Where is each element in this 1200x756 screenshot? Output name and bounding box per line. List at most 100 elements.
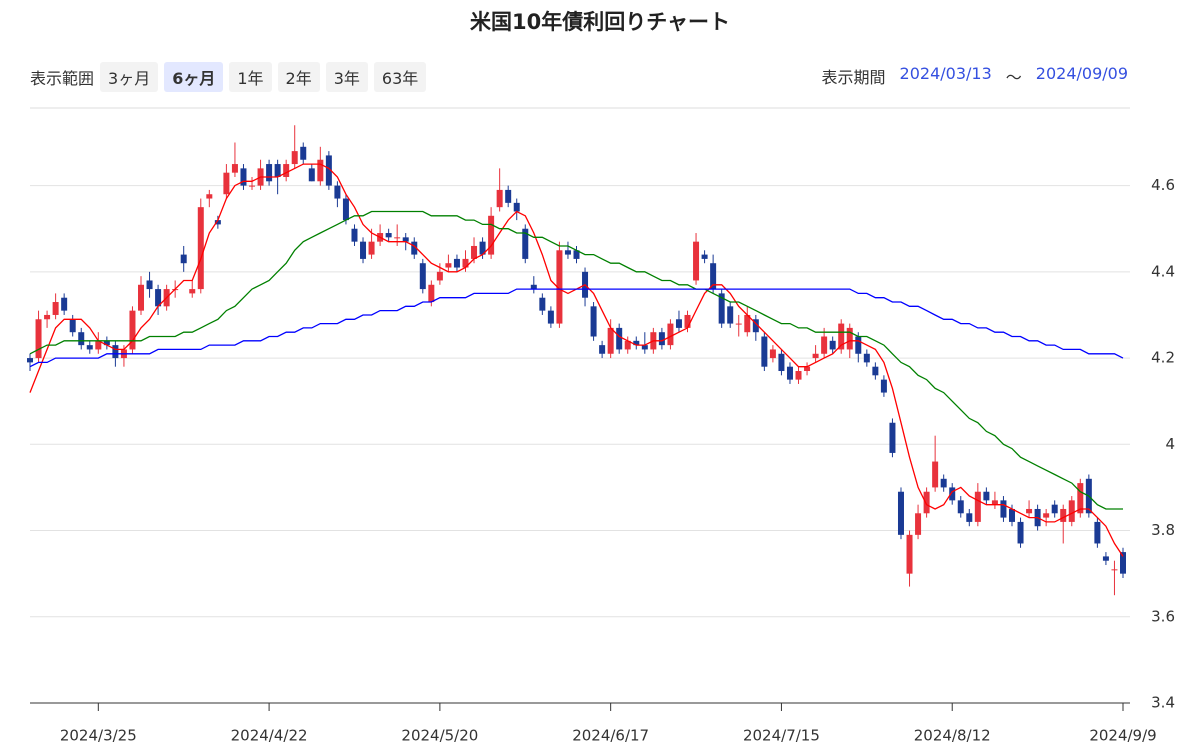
range-selector: 表示範囲 3ヶ月 6ヶ月 1年 2年 3年 63年	[30, 62, 427, 92]
candle-body	[428, 284, 435, 303]
candle-body	[189, 289, 196, 294]
candle-body	[95, 340, 102, 350]
candle-body	[633, 340, 640, 346]
candle-body	[735, 323, 742, 325]
candle-body	[317, 159, 324, 182]
x-tick-label: 2024/6/17	[572, 727, 649, 745]
candle-body	[915, 513, 922, 535]
candle-body	[1043, 513, 1050, 518]
candle-body	[1026, 508, 1033, 514]
candle-body	[479, 241, 486, 255]
candle-body	[402, 237, 409, 242]
candle-body	[334, 185, 341, 199]
moving-average	[29, 163, 1124, 557]
candle-body	[394, 237, 401, 239]
y-tick-label: 3.8	[1151, 521, 1175, 539]
candle-body	[214, 220, 221, 225]
candle-body	[599, 345, 606, 354]
candle-body	[291, 151, 298, 165]
candle-body	[607, 327, 614, 354]
range-label: 表示範囲	[30, 69, 95, 88]
candle-body	[78, 332, 85, 346]
candle-body	[974, 491, 981, 522]
candle-body	[838, 323, 845, 350]
candle-body	[231, 164, 238, 173]
candle-body	[889, 422, 896, 453]
y-tick-label: 4.6	[1151, 176, 1175, 194]
candle-body	[223, 172, 230, 195]
candle-body	[496, 189, 503, 208]
range-button[interactable]: 2年	[277, 62, 320, 92]
candle-body	[855, 336, 862, 354]
candle-body	[829, 340, 836, 350]
candle-body	[146, 280, 153, 290]
candle-body	[1102, 556, 1109, 561]
candle-body	[940, 478, 947, 488]
candle-body	[556, 250, 563, 324]
candle-body	[419, 263, 426, 290]
moving-average	[29, 210, 1123, 510]
candle-body	[906, 534, 913, 574]
candle-body	[658, 332, 665, 346]
candle-body	[112, 345, 119, 359]
period: 表示期間 2024/03/13 ～ 2024/09/09	[822, 64, 1128, 88]
candle-body	[35, 319, 42, 359]
candle-body	[300, 146, 307, 160]
candle-body	[880, 379, 887, 393]
candle-body	[274, 164, 281, 177]
candle-body	[522, 228, 529, 259]
candle-body	[710, 263, 717, 290]
period-start: 2024/03/13	[899, 64, 992, 83]
candle-body	[462, 258, 469, 268]
candle-body	[103, 340, 110, 346]
candle-body	[966, 513, 973, 522]
candle-body	[667, 323, 674, 346]
candle-body	[411, 241, 418, 255]
range-button[interactable]: 3ヶ月	[100, 62, 159, 92]
candle-body	[957, 500, 964, 514]
candle-body	[1051, 504, 1058, 514]
candle-body	[932, 461, 939, 488]
candle-body	[129, 310, 136, 350]
candle-body	[675, 319, 682, 328]
period-label: 表示期間	[821, 68, 886, 87]
candle-body	[1017, 521, 1024, 544]
candle-body	[266, 164, 273, 182]
candle-body	[812, 353, 819, 359]
x-tick-label: 2024/3/25	[60, 727, 137, 745]
candle-body	[530, 284, 537, 290]
candle-body	[453, 258, 460, 268]
moving-average	[29, 288, 1124, 368]
y-tick-label: 4	[1165, 435, 1175, 453]
candle-body	[1077, 483, 1084, 514]
x-tick-label: 2024/7/15	[743, 727, 820, 745]
candle-body	[991, 500, 998, 505]
range-button[interactable]: 63年	[373, 62, 427, 92]
candle-body	[547, 310, 554, 324]
candle-body	[897, 491, 904, 535]
candle-body	[684, 314, 691, 328]
candle-body	[539, 297, 546, 311]
candle-body	[1000, 500, 1007, 518]
x-tick-label: 2024/5/20	[401, 727, 478, 745]
range-button[interactable]: 6ヶ月	[164, 62, 224, 92]
candle-body	[701, 254, 708, 259]
candle-body	[718, 293, 725, 324]
candle-body	[769, 349, 776, 359]
candle-body	[325, 155, 332, 186]
candle-body	[360, 241, 367, 259]
range-button[interactable]: 3年	[325, 62, 368, 92]
candle-body	[488, 215, 495, 255]
range-button[interactable]: 1年	[229, 62, 272, 92]
candle-body	[752, 319, 759, 333]
candle-body	[283, 164, 290, 177]
candle-body	[197, 207, 204, 290]
candle-body	[804, 366, 811, 372]
candle-body	[308, 168, 315, 182]
x-tick-label: 2024/4/22	[231, 727, 308, 745]
candle-body	[52, 302, 59, 315]
x-tick-label: 2024/8/12	[914, 727, 991, 745]
candle-body	[27, 358, 33, 363]
chart-title: 米国10年債利回りチャート	[469, 10, 730, 34]
